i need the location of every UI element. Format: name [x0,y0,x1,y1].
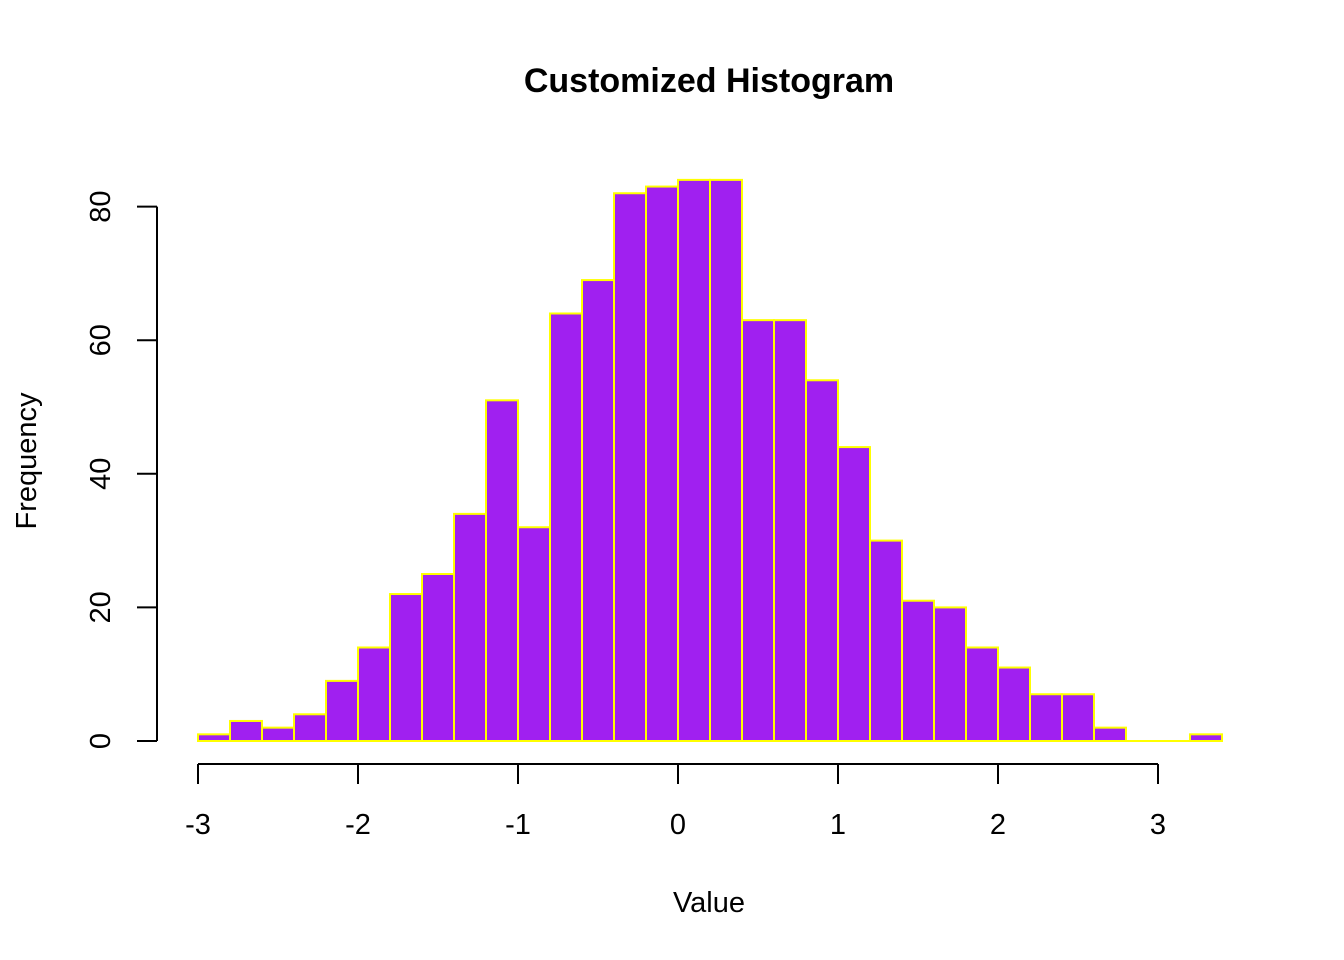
y-tick-label: 80 [85,190,117,222]
histogram-bar [1189,733,1223,743]
histogram-bar [1029,693,1063,742]
histogram-bar [1061,693,1095,742]
histogram-bar [517,526,551,742]
histogram-bar [293,713,327,743]
histogram-bar [581,279,615,742]
histogram-bar [229,719,263,743]
chart-title: Customized Histogram [524,62,894,100]
histogram-bar [773,319,807,742]
histogram-bar [389,593,423,742]
histogram-bar [677,178,711,742]
y-tick-label: 20 [85,591,117,623]
histogram-bar [421,573,455,742]
histogram-bar [645,185,679,742]
x-tick-label: 2 [990,809,1006,841]
histogram-bar [997,666,1031,743]
histogram-bar [549,312,583,742]
histogram-bar [325,679,359,743]
histogram-bar [261,726,295,743]
x-tick-label: -3 [185,809,211,841]
x-axis: -3 -2 -1 0 1 2 3 [185,763,1166,841]
x-axis-title: Value [673,887,745,919]
bars-group [197,178,1223,743]
histogram-bar [837,446,871,742]
histogram-bar [709,178,743,742]
y-axis: 0 20 40 60 80 [85,190,158,749]
x-tick-label: 0 [670,809,686,841]
histogram-bar [933,606,967,743]
histogram-bar [197,733,231,743]
histogram-bar [965,646,999,742]
y-axis-title: Frequency [11,392,43,530]
x-tick-label: 1 [830,809,846,841]
histogram-bar [741,319,775,742]
x-tick-label: -2 [345,809,371,841]
y-tick-label: 60 [85,324,117,356]
histogram-bar [805,379,839,742]
histogram-bar [485,399,519,742]
y-tick-label: 40 [85,458,117,490]
histogram-bar [453,512,487,742]
histogram-bar [357,646,391,742]
histogram-bar [613,192,647,743]
y-tick-label: 0 [85,733,117,749]
x-tick-label: 3 [1150,809,1166,841]
x-tick-label: -1 [505,809,531,841]
histogram-bar [1093,726,1127,743]
histogram-bar [869,539,903,742]
histogram-bar [901,599,935,742]
